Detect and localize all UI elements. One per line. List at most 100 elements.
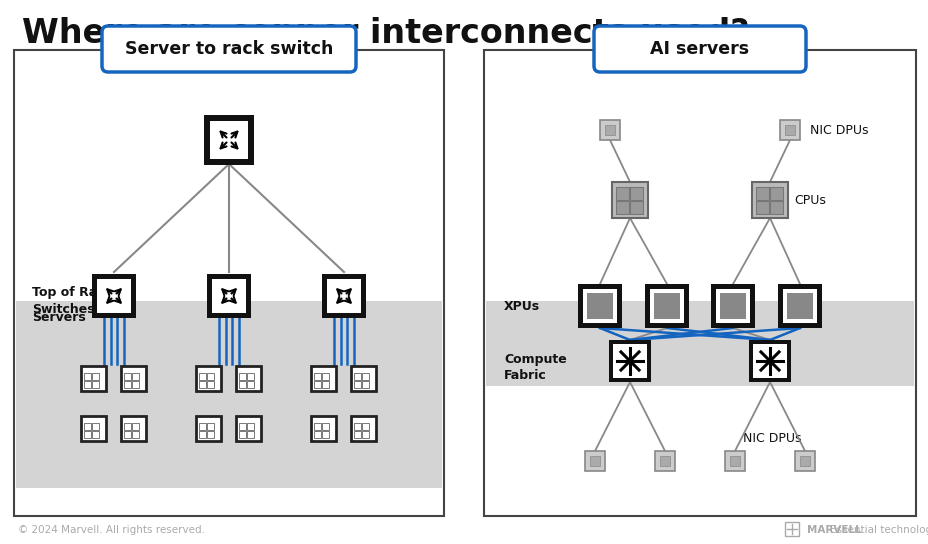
Text: Where are copper interconnects used?: Where are copper interconnects used? bbox=[22, 17, 749, 50]
FancyBboxPatch shape bbox=[607, 313, 612, 319]
FancyBboxPatch shape bbox=[793, 306, 799, 313]
FancyBboxPatch shape bbox=[311, 416, 336, 441]
Text: NIC DPUs: NIC DPUs bbox=[742, 432, 801, 446]
FancyBboxPatch shape bbox=[483, 50, 915, 516]
FancyBboxPatch shape bbox=[644, 284, 689, 328]
FancyBboxPatch shape bbox=[132, 431, 138, 437]
FancyBboxPatch shape bbox=[92, 423, 98, 430]
FancyBboxPatch shape bbox=[315, 423, 321, 430]
FancyBboxPatch shape bbox=[786, 306, 792, 313]
FancyBboxPatch shape bbox=[740, 293, 745, 299]
FancyBboxPatch shape bbox=[719, 313, 725, 319]
FancyBboxPatch shape bbox=[751, 182, 787, 218]
FancyBboxPatch shape bbox=[84, 423, 91, 430]
FancyBboxPatch shape bbox=[239, 431, 246, 437]
FancyBboxPatch shape bbox=[732, 306, 739, 313]
FancyBboxPatch shape bbox=[726, 313, 732, 319]
FancyBboxPatch shape bbox=[82, 366, 107, 391]
FancyBboxPatch shape bbox=[102, 26, 355, 72]
FancyBboxPatch shape bbox=[660, 306, 666, 313]
Text: Top of Rack
Switches: Top of Rack Switches bbox=[32, 286, 113, 316]
FancyBboxPatch shape bbox=[322, 381, 329, 387]
FancyBboxPatch shape bbox=[239, 381, 246, 387]
FancyBboxPatch shape bbox=[92, 431, 98, 437]
FancyBboxPatch shape bbox=[213, 279, 245, 313]
FancyBboxPatch shape bbox=[599, 299, 606, 306]
Text: XPUs: XPUs bbox=[504, 300, 539, 312]
FancyBboxPatch shape bbox=[586, 299, 592, 306]
FancyBboxPatch shape bbox=[604, 125, 614, 135]
FancyBboxPatch shape bbox=[607, 306, 612, 313]
FancyBboxPatch shape bbox=[609, 340, 651, 382]
FancyBboxPatch shape bbox=[586, 293, 592, 299]
FancyBboxPatch shape bbox=[786, 313, 792, 319]
FancyBboxPatch shape bbox=[351, 366, 376, 391]
FancyBboxPatch shape bbox=[653, 306, 659, 313]
FancyBboxPatch shape bbox=[207, 381, 213, 387]
FancyBboxPatch shape bbox=[207, 274, 251, 318]
Bar bbox=[485, 301, 913, 386]
FancyBboxPatch shape bbox=[769, 201, 782, 213]
FancyBboxPatch shape bbox=[210, 121, 248, 159]
FancyBboxPatch shape bbox=[786, 299, 792, 306]
FancyBboxPatch shape bbox=[806, 293, 813, 299]
FancyBboxPatch shape bbox=[724, 451, 744, 471]
Text: Compute
Fabric: Compute Fabric bbox=[504, 353, 566, 382]
FancyBboxPatch shape bbox=[197, 366, 221, 391]
FancyBboxPatch shape bbox=[753, 344, 786, 378]
Text: Server to rack switch: Server to rack switch bbox=[124, 40, 333, 58]
FancyBboxPatch shape bbox=[793, 313, 799, 319]
FancyBboxPatch shape bbox=[599, 313, 606, 319]
FancyBboxPatch shape bbox=[806, 313, 813, 319]
FancyBboxPatch shape bbox=[237, 366, 261, 391]
FancyBboxPatch shape bbox=[794, 451, 814, 471]
FancyBboxPatch shape bbox=[204, 115, 253, 165]
FancyBboxPatch shape bbox=[653, 293, 659, 299]
FancyBboxPatch shape bbox=[315, 381, 321, 387]
FancyBboxPatch shape bbox=[799, 313, 806, 319]
FancyBboxPatch shape bbox=[247, 381, 253, 387]
FancyBboxPatch shape bbox=[583, 289, 616, 323]
FancyBboxPatch shape bbox=[630, 187, 643, 200]
FancyBboxPatch shape bbox=[674, 313, 679, 319]
FancyBboxPatch shape bbox=[354, 373, 361, 380]
FancyBboxPatch shape bbox=[200, 381, 206, 387]
FancyBboxPatch shape bbox=[666, 306, 673, 313]
FancyBboxPatch shape bbox=[786, 293, 792, 299]
FancyBboxPatch shape bbox=[660, 299, 666, 306]
FancyBboxPatch shape bbox=[630, 201, 643, 213]
FancyBboxPatch shape bbox=[92, 274, 135, 318]
FancyBboxPatch shape bbox=[327, 279, 360, 313]
FancyBboxPatch shape bbox=[362, 431, 368, 437]
FancyBboxPatch shape bbox=[799, 293, 806, 299]
Text: Servers: Servers bbox=[32, 311, 85, 324]
FancyBboxPatch shape bbox=[666, 313, 673, 319]
FancyBboxPatch shape bbox=[315, 431, 321, 437]
FancyBboxPatch shape bbox=[82, 416, 107, 441]
Text: NIC DPUs: NIC DPUs bbox=[809, 123, 868, 137]
FancyBboxPatch shape bbox=[726, 306, 732, 313]
FancyBboxPatch shape bbox=[793, 299, 799, 306]
FancyBboxPatch shape bbox=[784, 125, 794, 135]
FancyBboxPatch shape bbox=[354, 423, 361, 430]
FancyBboxPatch shape bbox=[616, 187, 629, 200]
FancyBboxPatch shape bbox=[607, 299, 612, 306]
FancyBboxPatch shape bbox=[740, 299, 745, 306]
FancyBboxPatch shape bbox=[97, 279, 131, 313]
FancyBboxPatch shape bbox=[616, 201, 629, 213]
FancyBboxPatch shape bbox=[207, 431, 213, 437]
Bar bbox=[16, 301, 442, 488]
FancyBboxPatch shape bbox=[132, 423, 138, 430]
FancyBboxPatch shape bbox=[660, 313, 666, 319]
FancyBboxPatch shape bbox=[719, 306, 725, 313]
FancyBboxPatch shape bbox=[207, 373, 213, 380]
FancyBboxPatch shape bbox=[122, 416, 147, 441]
FancyBboxPatch shape bbox=[653, 313, 659, 319]
FancyBboxPatch shape bbox=[650, 289, 683, 323]
FancyBboxPatch shape bbox=[740, 313, 745, 319]
FancyBboxPatch shape bbox=[674, 306, 679, 313]
FancyBboxPatch shape bbox=[124, 431, 131, 437]
FancyBboxPatch shape bbox=[586, 306, 592, 313]
FancyBboxPatch shape bbox=[777, 284, 821, 328]
FancyBboxPatch shape bbox=[589, 456, 599, 466]
